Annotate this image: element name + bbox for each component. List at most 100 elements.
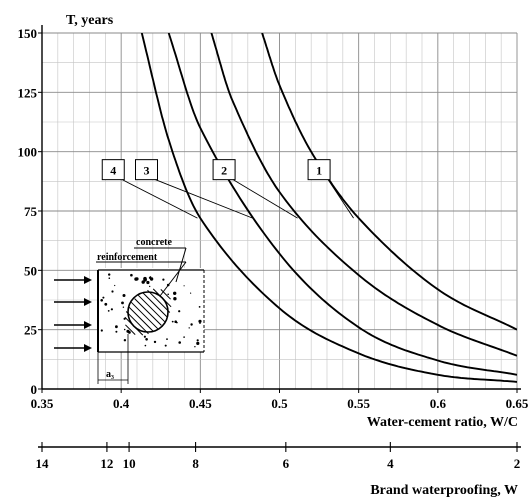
secondary-axis: 14 12 10 8 6 4 2 — [36, 442, 521, 471]
concrete-speckle — [188, 327, 190, 329]
curve-labels: 1 2 3 4 — [101, 159, 354, 219]
series-line-1 — [261, 33, 517, 331]
hatch-line — [124, 316, 144, 336]
grid — [41, 32, 518, 390]
concrete-speckle — [121, 301, 124, 305]
inset-label-reinforcement: reinforcement — [97, 252, 158, 263]
concrete-speckle — [173, 291, 177, 295]
concrete-speckle — [143, 335, 146, 338]
concrete-speckle — [122, 306, 125, 308]
concrete-speckle — [135, 277, 139, 281]
concrete-speckle — [153, 340, 157, 344]
concrete-speckle — [123, 328, 126, 331]
series-line-4 — [140, 33, 517, 383]
secondary-tick-label: 4 — [387, 456, 394, 471]
hatch-line — [147, 289, 171, 313]
concrete-speckle — [104, 302, 108, 306]
water-arrow-head — [84, 344, 92, 352]
hatch-line — [134, 298, 162, 326]
concrete-speckle — [115, 330, 118, 333]
curve-label-box-1 — [307, 159, 331, 181]
y-tick-label: 25 — [24, 323, 38, 338]
x-tick-label: 0.35 — [31, 396, 54, 411]
secondary-tick-label: 12 — [100, 456, 113, 471]
curve-label-box-4 — [101, 159, 125, 181]
concrete-speckle — [190, 323, 193, 326]
concrete-speckle — [178, 310, 181, 313]
secondary-axis-title: Brand waterproofing, W — [370, 483, 518, 497]
hatch-line — [142, 292, 168, 318]
y-tick-label: 150 — [18, 26, 38, 41]
concrete-speckle — [110, 308, 113, 311]
concrete-section-inset: concrete reinforcement a₃ — [54, 237, 205, 384]
curve-label-box-2 — [212, 159, 236, 181]
x-tick-label: 0.5 — [271, 396, 288, 411]
concrete-speckle — [198, 319, 202, 323]
concrete-pointer — [175, 247, 187, 283]
water-arrow-head — [84, 321, 92, 329]
concrete-speckle — [146, 280, 150, 285]
concrete-speckle — [194, 346, 196, 348]
concrete-speckle — [102, 296, 105, 299]
hatch-line — [160, 289, 171, 300]
x-tick-label: 0.65 — [506, 396, 529, 411]
hatch-line — [128, 306, 154, 332]
x-tick-label: 0.55 — [347, 396, 370, 411]
concrete-speckle — [198, 306, 201, 308]
concrete-speckle — [100, 299, 103, 302]
concrete-speckle — [162, 278, 165, 281]
concrete-speckle — [196, 341, 200, 345]
curve-leader-1 — [327, 179, 354, 219]
curves — [140, 33, 517, 383]
concrete-speckle — [183, 336, 185, 338]
concrete-speckle — [178, 341, 181, 344]
concrete-speckle — [141, 280, 145, 284]
x-axis-title: Water-cement ratio, W/C — [367, 415, 518, 430]
concrete-speckle — [190, 292, 192, 294]
concrete-speckle — [148, 276, 151, 279]
y-tick-label: 50 — [24, 263, 37, 278]
hatch-line — [152, 288, 172, 308]
series-line-3 — [167, 33, 517, 376]
concrete-speckle — [115, 325, 118, 329]
secondary-tick-label: 6 — [283, 456, 290, 471]
curve-leader-2 — [232, 179, 298, 219]
x-tick-label: 0.4 — [113, 396, 130, 411]
concrete-speckle — [174, 320, 177, 324]
curve-label-3: 3 — [144, 164, 150, 178]
water-arrow-head — [84, 298, 92, 306]
y-tick-label: 75 — [24, 204, 38, 219]
concrete-speckle — [143, 276, 147, 281]
hatch-line — [125, 311, 149, 335]
concrete-speckle — [114, 284, 116, 287]
y-tick-label: 100 — [18, 145, 38, 160]
water-arrow-head — [84, 276, 92, 284]
concrete-speckle — [108, 273, 111, 276]
inset-label-concrete: concrete — [136, 237, 172, 248]
concrete-speckle — [196, 339, 199, 342]
concrete-speckle — [107, 310, 110, 312]
concrete-speckles — [100, 273, 202, 348]
concrete-speckle — [122, 294, 126, 297]
axes: 0 25 50 75 100 125 150 0.35 0.4 0.45 0.5 0.55 0.6 0.6… — [18, 25, 529, 411]
y-tick-label: 125 — [18, 85, 38, 100]
secondary-tick-label: 14 — [36, 456, 50, 471]
concrete-speckle — [149, 285, 151, 288]
concrete-speckle — [145, 338, 148, 341]
concrete-speckle — [164, 344, 167, 347]
concrete-speckle — [167, 293, 169, 296]
concrete-speckle — [199, 322, 201, 324]
curve-label-4: 4 — [110, 164, 116, 178]
rebar-hatching — [124, 288, 172, 336]
concrete-speckle — [171, 320, 174, 323]
concrete-speckle — [123, 317, 126, 320]
x-tick-label: 0.45 — [189, 396, 212, 411]
curve-leader-3 — [155, 179, 253, 219]
concrete-speckle — [183, 285, 185, 287]
hatch-line — [125, 324, 136, 335]
concrete-speckle — [173, 297, 177, 301]
x-tick-label: 0.6 — [430, 396, 447, 411]
hatch-line — [130, 301, 159, 330]
curve-label-2: 2 — [221, 164, 227, 178]
concrete-speckle — [130, 273, 133, 277]
